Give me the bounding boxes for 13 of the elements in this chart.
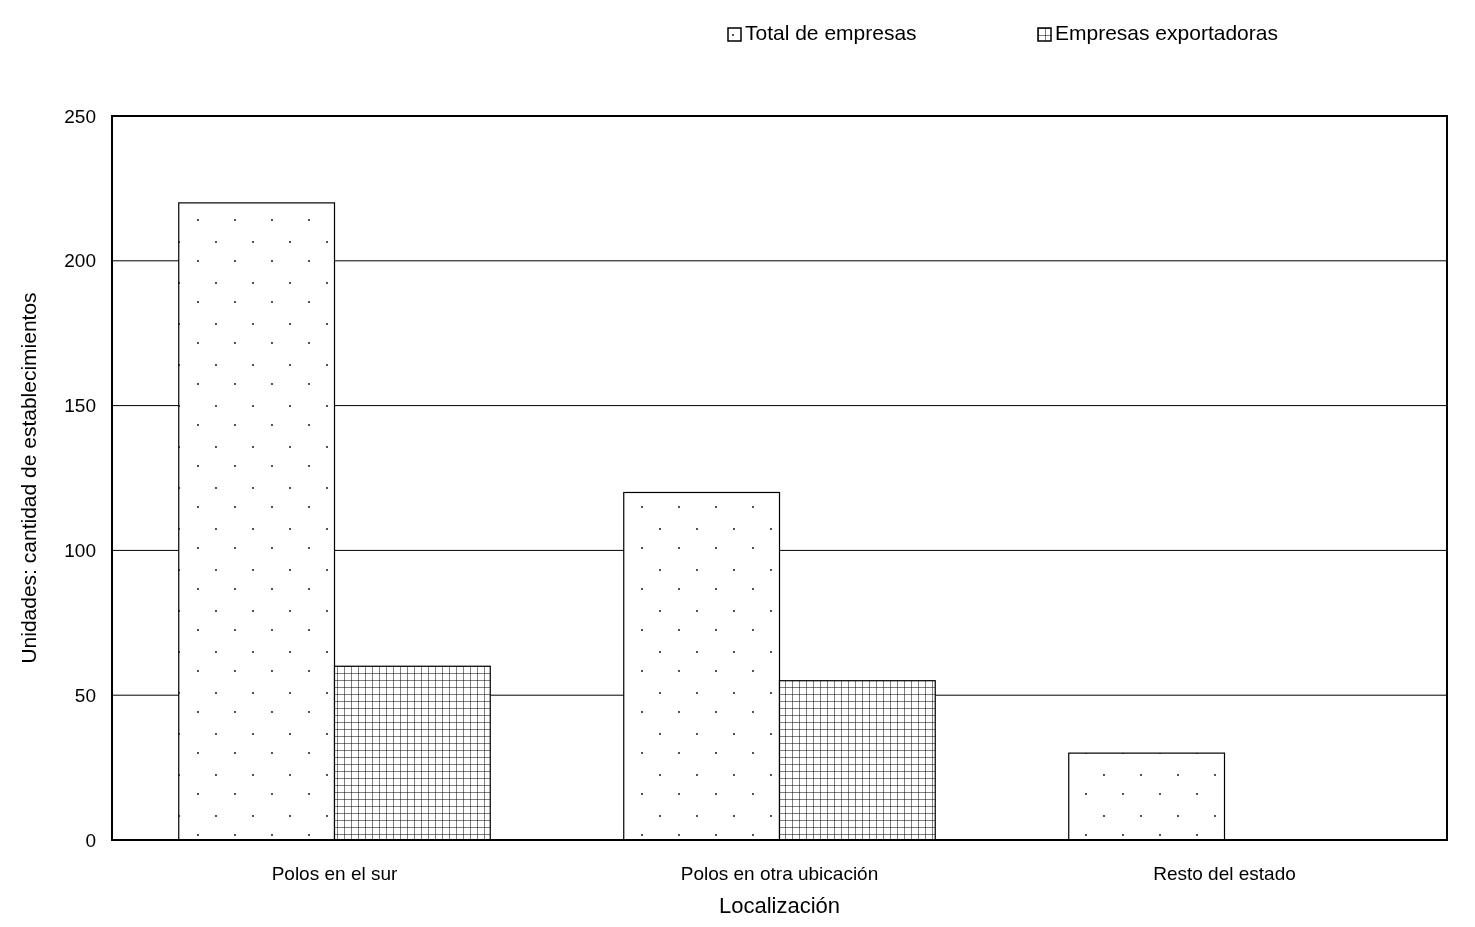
y-tick-label: 150 — [64, 395, 96, 417]
legend-label: Empresas exportadoras — [1055, 21, 1278, 44]
legend-label: Total de empresas — [745, 21, 917, 44]
x-axis-title: Localización — [718, 893, 841, 918]
y-tick-label: 50 — [74, 684, 96, 706]
x-tick-label: Resto del estado — [1153, 863, 1296, 884]
y-axis-title: Unidades: cantidad de establecimientos — [17, 292, 40, 664]
x-tick-label: Polos en otra ubicación — [680, 863, 879, 884]
y-tick-label: 200 — [64, 250, 96, 272]
y-tick-label: 250 — [64, 105, 96, 127]
y-tick-label: 100 — [64, 540, 96, 562]
x-tick-label: Polos en el sur — [271, 863, 399, 884]
y-tick-label: 0 — [85, 829, 96, 851]
